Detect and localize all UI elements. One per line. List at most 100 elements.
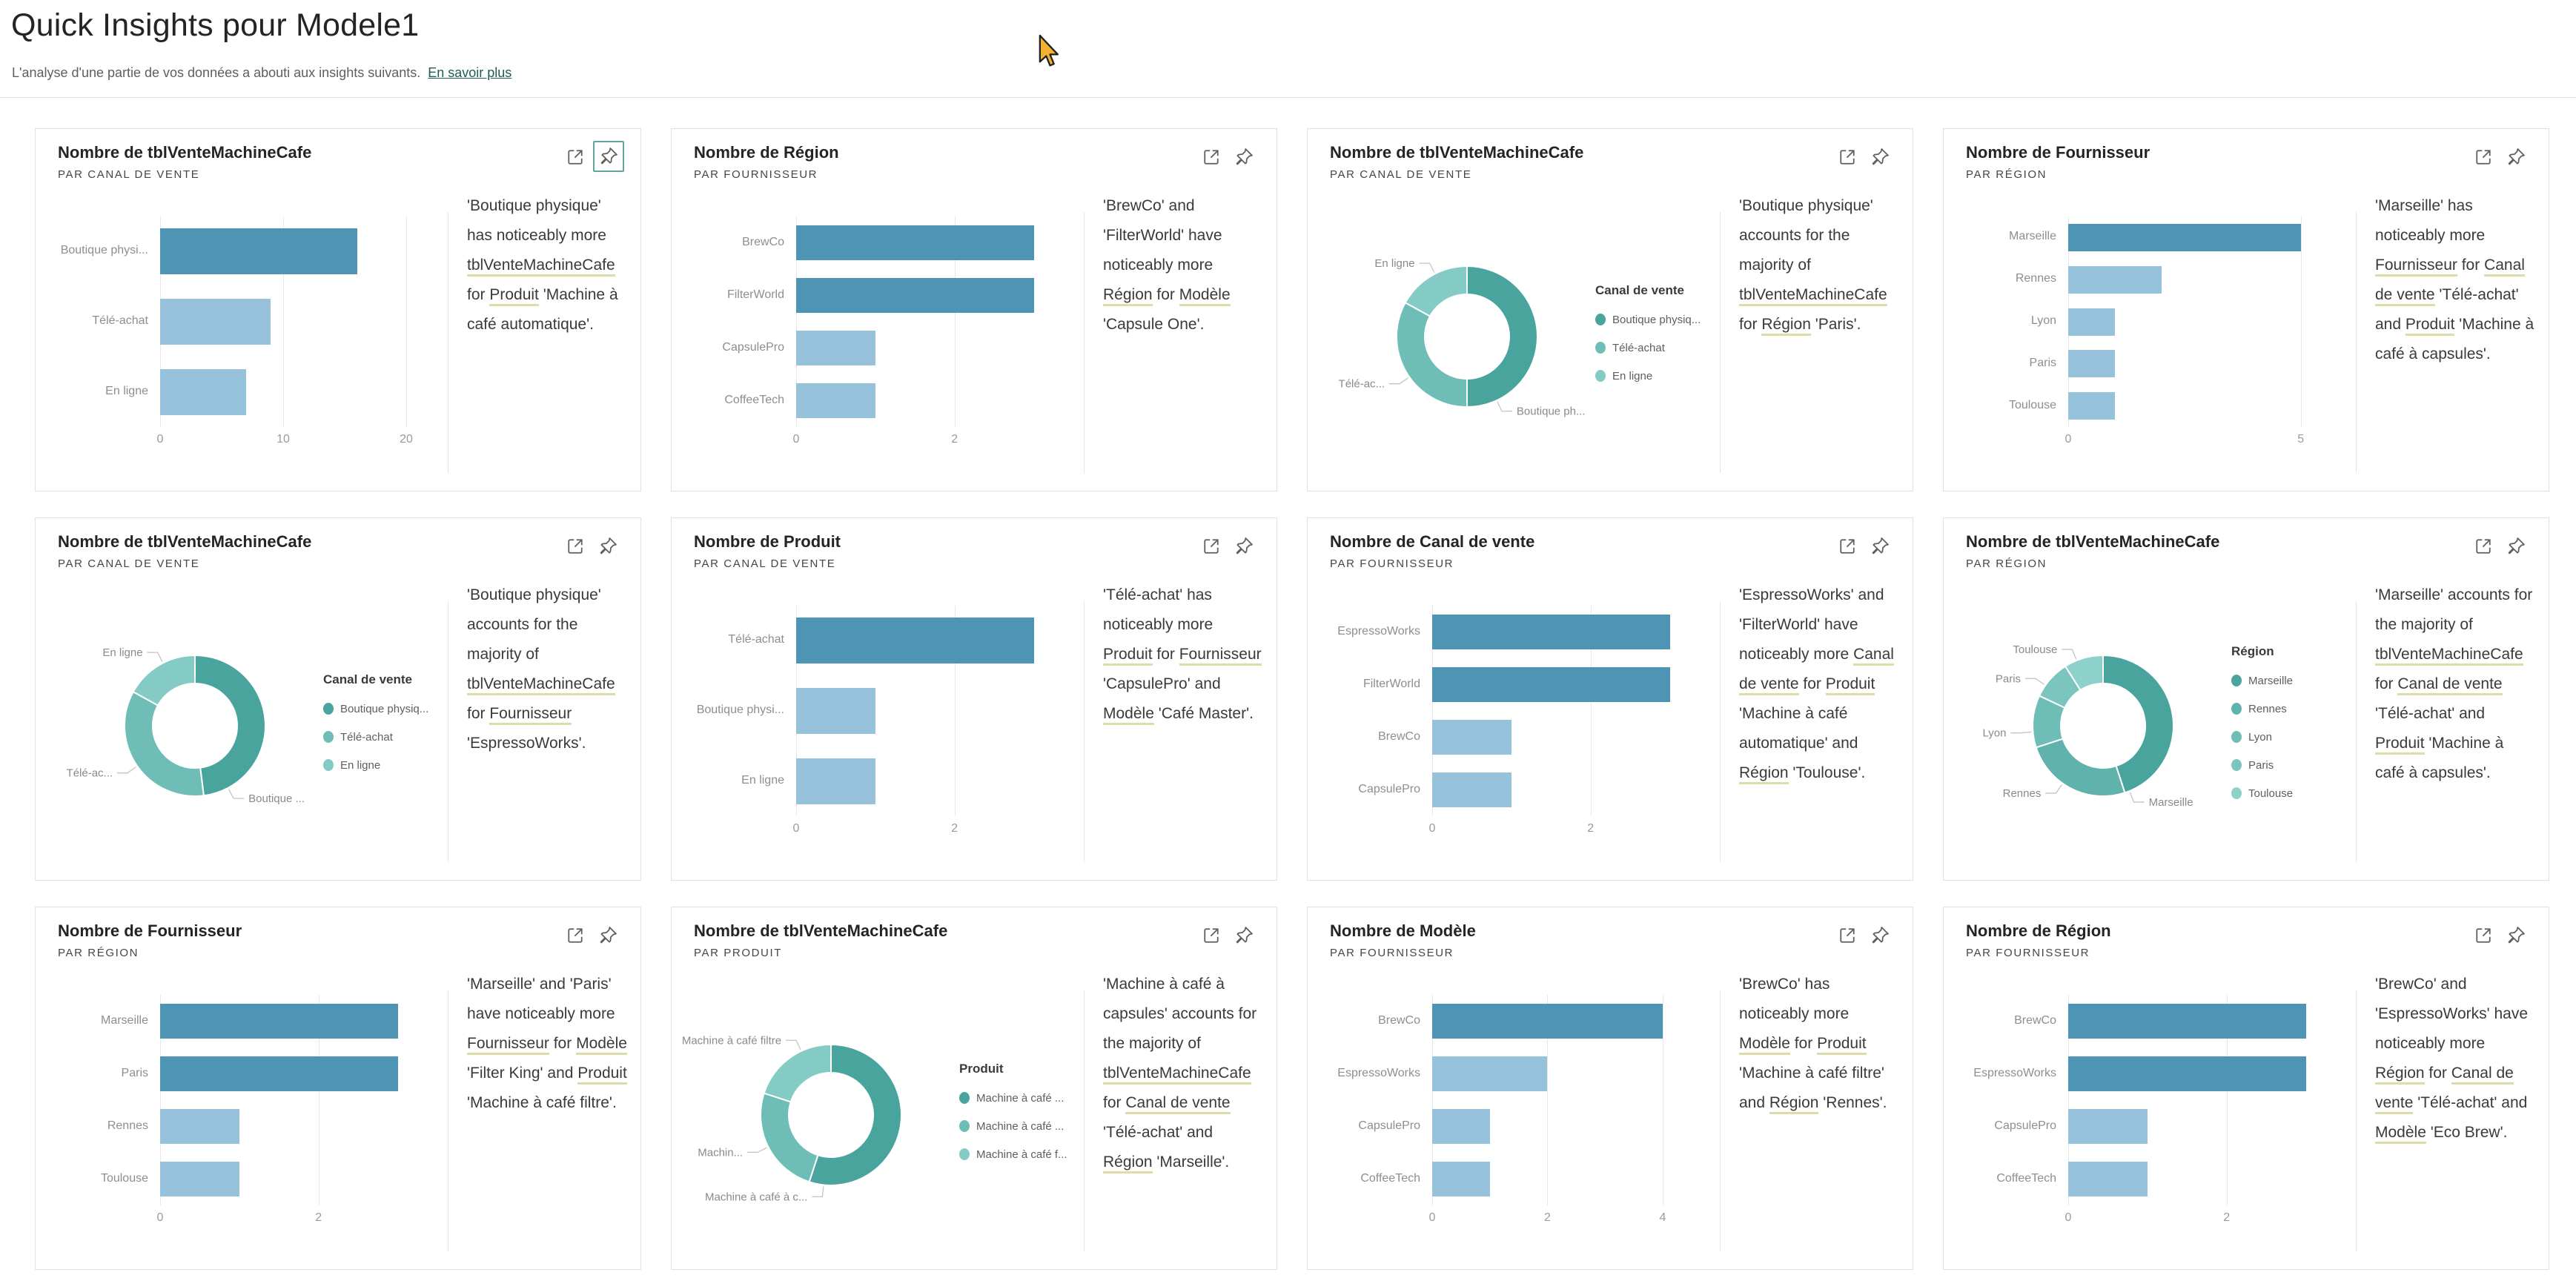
legend-item[interactable]: Paris bbox=[2231, 751, 2293, 779]
donut-slice[interactable] bbox=[808, 1043, 902, 1186]
bar[interactable] bbox=[2068, 392, 2115, 420]
legend-item[interactable]: Machine à café ... bbox=[959, 1084, 1067, 1112]
donut-slice[interactable] bbox=[760, 1092, 819, 1183]
bar[interactable] bbox=[1432, 1056, 1548, 1091]
learn-more-link[interactable]: En savoir plus bbox=[428, 65, 512, 80]
insight-entity: Modèle bbox=[1103, 705, 1154, 725]
page-subtitle: L'analyse d'une partie de vos données a … bbox=[12, 65, 421, 80]
pin-icon[interactable] bbox=[1234, 147, 1254, 168]
bar[interactable] bbox=[2068, 1056, 2306, 1091]
bar[interactable] bbox=[160, 1109, 239, 1144]
donut-slice[interactable] bbox=[132, 654, 196, 706]
focus-mode-icon[interactable] bbox=[2473, 147, 2494, 168]
legend-item[interactable]: Lyon bbox=[2231, 723, 2293, 751]
donut-slice[interactable] bbox=[1396, 301, 1468, 408]
bar[interactable] bbox=[2068, 308, 2115, 336]
donut-slice[interactable] bbox=[124, 690, 205, 797]
legend-item[interactable]: En ligne bbox=[323, 751, 428, 779]
bar[interactable] bbox=[160, 1056, 398, 1091]
pin-icon[interactable] bbox=[2506, 536, 2526, 557]
focus-mode-icon[interactable] bbox=[2473, 925, 2494, 946]
focus-mode-icon[interactable] bbox=[1201, 147, 1222, 168]
insight-text: 'Machine à café à capsules' accounts for… bbox=[1103, 970, 1263, 1177]
donut-slice[interactable] bbox=[763, 1043, 832, 1103]
legend-item[interactable]: Machine à café ... bbox=[959, 1112, 1067, 1140]
bar[interactable] bbox=[1432, 720, 1512, 755]
donut-slice[interactable] bbox=[1466, 265, 1538, 408]
bar[interactable] bbox=[796, 383, 875, 418]
bar[interactable] bbox=[160, 1004, 398, 1039]
focus-mode-icon[interactable] bbox=[565, 536, 586, 557]
pin-icon[interactable] bbox=[597, 925, 618, 946]
bar[interactable] bbox=[796, 758, 875, 804]
insight-fragment: 'Toulouse'. bbox=[1788, 764, 1866, 781]
pin-icon[interactable] bbox=[1870, 147, 1890, 168]
pin-icon[interactable] bbox=[1234, 536, 1254, 557]
bar[interactable] bbox=[160, 299, 271, 345]
pin-icon[interactable] bbox=[1870, 925, 1890, 946]
bar[interactable] bbox=[1432, 1109, 1490, 1144]
pin-icon[interactable] bbox=[598, 146, 619, 167]
bar[interactable] bbox=[1432, 1004, 1663, 1039]
bar[interactable] bbox=[1432, 1162, 1490, 1196]
donut-slice[interactable] bbox=[2064, 654, 2104, 692]
bar[interactable] bbox=[2068, 1109, 2148, 1144]
bar[interactable] bbox=[160, 1162, 239, 1196]
focus-mode-icon[interactable] bbox=[2473, 536, 2494, 557]
donut-callout-line bbox=[1389, 377, 1408, 385]
legend-item[interactable]: En ligne bbox=[1595, 362, 1701, 390]
legend-label: En ligne bbox=[340, 758, 381, 772]
bar[interactable] bbox=[1432, 615, 1670, 649]
insight-entity: Région bbox=[1769, 1094, 1819, 1114]
pin-icon[interactable] bbox=[1870, 536, 1890, 557]
insight-fragment: for bbox=[2375, 675, 2398, 692]
legend-item[interactable]: Boutique physiq... bbox=[1595, 305, 1701, 334]
bar[interactable] bbox=[796, 331, 875, 365]
legend-item[interactable]: Marseille bbox=[2231, 666, 2293, 695]
legend-item[interactable]: Télé-achat bbox=[323, 723, 428, 751]
pin-icon[interactable] bbox=[1234, 925, 1254, 946]
focus-mode-icon[interactable] bbox=[565, 147, 586, 168]
donut-callout-line bbox=[2062, 649, 2077, 660]
bar[interactable] bbox=[2068, 223, 2301, 251]
bar[interactable] bbox=[1432, 667, 1670, 702]
focus-mode-icon[interactable] bbox=[1201, 536, 1222, 557]
legend-dot bbox=[323, 703, 334, 715]
insight-fragment: 'Marseille' has noticeably more bbox=[2375, 197, 2486, 244]
bar[interactable] bbox=[796, 225, 1034, 260]
legend-item[interactable]: Machine à café f... bbox=[959, 1140, 1067, 1168]
donut-slice[interactable] bbox=[2102, 654, 2174, 794]
insight-entity: Canal de vente bbox=[1125, 1094, 1231, 1114]
pin-icon[interactable] bbox=[2506, 147, 2526, 168]
insight-card: Nombre de Fournisseur PAR RÉGION 'Marseill… bbox=[35, 907, 641, 1270]
bar[interactable] bbox=[796, 278, 1034, 313]
insight-divider bbox=[1720, 990, 1721, 1251]
donut-slice[interactable] bbox=[194, 654, 266, 797]
insight-card: Nombre de Produit PAR CANAL DE VENTE 'Télé… bbox=[671, 517, 1277, 881]
card-title: Nombre de Fournisseur bbox=[1966, 143, 2150, 162]
bar[interactable] bbox=[160, 368, 247, 415]
legend-item[interactable]: Toulouse bbox=[2231, 779, 2293, 807]
bar[interactable] bbox=[160, 228, 357, 275]
pin-icon-box[interactable] bbox=[593, 141, 624, 172]
focus-mode-icon[interactable] bbox=[565, 925, 586, 946]
legend-item[interactable]: Boutique physiq... bbox=[323, 695, 428, 723]
bar[interactable] bbox=[2068, 1004, 2306, 1039]
focus-mode-icon[interactable] bbox=[1837, 147, 1858, 168]
focus-mode-icon[interactable] bbox=[1201, 925, 1222, 946]
focus-mode-icon[interactable] bbox=[1837, 536, 1858, 557]
insight-entity: Produit bbox=[2405, 316, 2455, 336]
bar[interactable] bbox=[796, 618, 1034, 664]
pin-icon[interactable] bbox=[2506, 925, 2526, 946]
legend-item[interactable]: Télé-achat bbox=[1595, 334, 1701, 362]
bar[interactable] bbox=[2068, 350, 2115, 378]
donut-slice[interactable] bbox=[2035, 738, 2126, 797]
bar[interactable] bbox=[2068, 265, 2162, 294]
legend-item[interactable]: Rennes bbox=[2231, 695, 2293, 723]
bar[interactable] bbox=[796, 688, 875, 734]
donut-slice[interactable] bbox=[1404, 265, 1468, 317]
focus-mode-icon[interactable] bbox=[1837, 925, 1858, 946]
bar[interactable] bbox=[2068, 1162, 2148, 1196]
pin-icon[interactable] bbox=[597, 536, 618, 557]
bar[interactable] bbox=[1432, 772, 1512, 807]
